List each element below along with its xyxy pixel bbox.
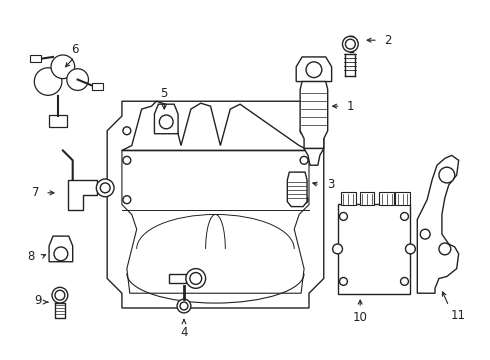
Circle shape: [97, 179, 114, 197]
Polygon shape: [107, 101, 324, 308]
Circle shape: [123, 196, 131, 204]
Polygon shape: [122, 101, 309, 150]
Circle shape: [186, 269, 206, 288]
Circle shape: [34, 68, 62, 95]
Text: 10: 10: [353, 311, 368, 324]
Circle shape: [159, 115, 173, 129]
Polygon shape: [300, 82, 328, 148]
Circle shape: [340, 212, 347, 220]
FancyBboxPatch shape: [49, 115, 67, 127]
Text: 6: 6: [71, 42, 78, 55]
Circle shape: [180, 302, 188, 310]
Text: 4: 4: [180, 326, 188, 339]
Circle shape: [300, 156, 308, 164]
Text: 7: 7: [31, 186, 39, 199]
Text: 2: 2: [384, 34, 392, 47]
Polygon shape: [304, 148, 324, 165]
Polygon shape: [49, 236, 73, 262]
Text: 8: 8: [27, 250, 35, 263]
Circle shape: [306, 62, 322, 78]
Circle shape: [54, 247, 68, 261]
Circle shape: [300, 196, 308, 204]
Circle shape: [177, 299, 191, 313]
FancyBboxPatch shape: [395, 192, 410, 205]
FancyBboxPatch shape: [360, 192, 374, 205]
Circle shape: [55, 290, 65, 300]
Circle shape: [52, 287, 68, 303]
Circle shape: [190, 273, 202, 284]
Text: 11: 11: [451, 309, 466, 322]
FancyBboxPatch shape: [379, 192, 394, 205]
Circle shape: [123, 127, 131, 135]
Circle shape: [100, 183, 110, 193]
Polygon shape: [154, 104, 178, 134]
Text: 9: 9: [34, 294, 42, 307]
Circle shape: [439, 243, 451, 255]
Circle shape: [333, 244, 343, 254]
Polygon shape: [417, 156, 459, 293]
Circle shape: [67, 69, 89, 90]
Circle shape: [406, 244, 416, 254]
FancyBboxPatch shape: [30, 55, 41, 62]
FancyBboxPatch shape: [338, 204, 411, 294]
Text: 1: 1: [346, 100, 354, 113]
Circle shape: [300, 127, 308, 135]
Text: 3: 3: [327, 179, 334, 192]
Circle shape: [345, 39, 355, 49]
Polygon shape: [169, 274, 186, 283]
Polygon shape: [68, 180, 98, 210]
Circle shape: [420, 229, 430, 239]
Polygon shape: [287, 172, 307, 207]
Polygon shape: [296, 57, 332, 82]
FancyBboxPatch shape: [92, 83, 103, 90]
Circle shape: [439, 167, 455, 183]
Circle shape: [343, 36, 358, 52]
Circle shape: [400, 212, 409, 220]
Circle shape: [400, 278, 409, 285]
Text: 5: 5: [161, 87, 168, 100]
Circle shape: [123, 156, 131, 164]
Circle shape: [51, 55, 74, 78]
Circle shape: [340, 278, 347, 285]
FancyBboxPatch shape: [341, 192, 356, 205]
